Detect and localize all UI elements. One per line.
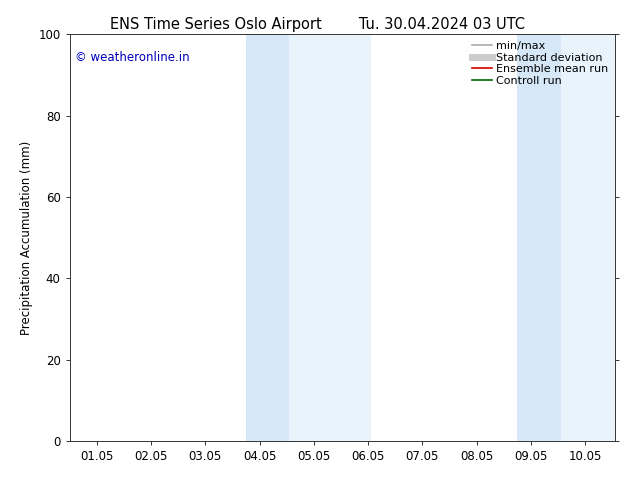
Y-axis label: Precipitation Accumulation (mm): Precipitation Accumulation (mm): [20, 141, 33, 335]
Legend: min/max, Standard deviation, Ensemble mean run, Controll run: min/max, Standard deviation, Ensemble me…: [469, 38, 612, 89]
Text: © weatheronline.in: © weatheronline.in: [75, 50, 190, 64]
Text: ENS Time Series Oslo Airport        Tu. 30.04.2024 03 UTC: ENS Time Series Oslo Airport Tu. 30.04.2…: [110, 17, 524, 32]
Bar: [517, 34, 560, 441]
Bar: [246, 34, 290, 441]
Bar: [290, 34, 371, 441]
Bar: [560, 34, 615, 441]
